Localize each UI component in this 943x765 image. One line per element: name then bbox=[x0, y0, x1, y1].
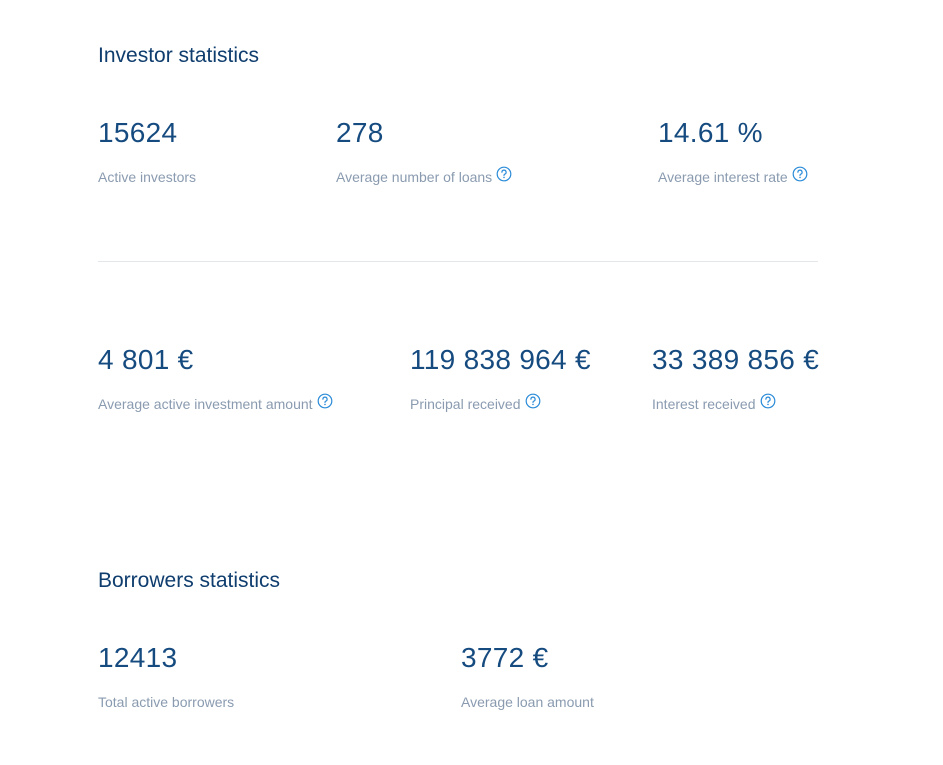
stat-value: 4 801 € bbox=[98, 344, 194, 375]
stat-label: Average interest rate bbox=[658, 166, 808, 185]
help-icon[interactable] bbox=[760, 393, 776, 409]
section-title: Borrowers statistics bbox=[98, 569, 281, 592]
stat-label-text: Principal received bbox=[410, 396, 521, 412]
stat-label-text: Average number of loans bbox=[336, 169, 493, 185]
stat-value: 15624 bbox=[98, 117, 178, 148]
stat-value: 278 bbox=[336, 117, 384, 148]
divider bbox=[98, 261, 818, 262]
stat-label-text: Average active investment amount bbox=[98, 396, 313, 412]
stat-label: Total active borrowers bbox=[98, 694, 234, 710]
help-icon[interactable] bbox=[496, 166, 512, 182]
help-icon[interactable] bbox=[792, 166, 808, 182]
section-title: Investor statistics bbox=[98, 44, 260, 67]
stat-label-text: Active investors bbox=[98, 169, 197, 185]
stat-label-text: Average interest rate bbox=[658, 169, 788, 185]
stat-value: 119 838 964 € bbox=[410, 344, 591, 375]
stat-label: Average active investment amount bbox=[98, 393, 333, 412]
stat-label-text: Interest received bbox=[652, 396, 756, 412]
stat-label: Interest received bbox=[652, 393, 776, 412]
stat-value: 14.61 % bbox=[658, 117, 763, 148]
stat-label-text: Total active borrowers bbox=[98, 694, 235, 710]
stat-label-text: Average loan amount bbox=[461, 694, 594, 710]
help-icon[interactable] bbox=[525, 393, 541, 409]
stat-value: 3772 € bbox=[461, 642, 549, 673]
stat-value: 33 389 856 € bbox=[652, 344, 820, 375]
stat-label: Principal received bbox=[410, 393, 541, 412]
stat-value: 12413 bbox=[98, 642, 178, 673]
stat-label: Average loan amount bbox=[461, 694, 594, 710]
stat-label: Average number of loans bbox=[336, 166, 512, 185]
stat-label: Active investors bbox=[98, 169, 196, 185]
help-icon[interactable] bbox=[317, 393, 333, 409]
